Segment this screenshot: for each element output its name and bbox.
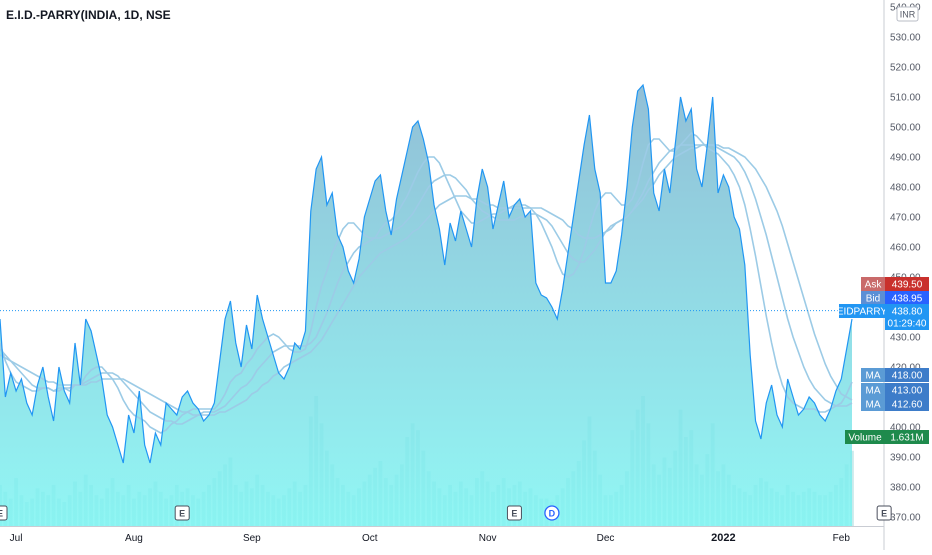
price-tag-value: 413.00 bbox=[892, 386, 923, 397]
price-tag-label-box bbox=[861, 277, 885, 291]
price-tag-label: MA bbox=[866, 371, 881, 382]
earnings-marker-label: E bbox=[881, 509, 887, 519]
dividend-marker[interactable] bbox=[544, 505, 560, 521]
x-tick-label: Aug bbox=[125, 533, 143, 544]
y-tick-label: 460.00 bbox=[890, 243, 921, 254]
price-tag-label: MA bbox=[866, 400, 881, 411]
price-tag-label-box bbox=[839, 304, 885, 318]
y-tick-label: 370.00 bbox=[890, 513, 921, 524]
price-tag-value-box bbox=[885, 383, 929, 397]
price-tag-value-box bbox=[885, 277, 929, 291]
price-tag-label: Ask bbox=[865, 280, 883, 291]
price-tag-label-box bbox=[861, 397, 885, 411]
price-tag-value: 438.95 bbox=[892, 294, 923, 305]
earnings-marker-label: E bbox=[179, 509, 185, 519]
y-tick-label: 530.00 bbox=[890, 33, 921, 44]
chart-title: E.I.D.-PARRY(INDIA, 1D, NSE bbox=[6, 8, 171, 22]
y-tick-label: 510.00 bbox=[890, 93, 921, 104]
x-tick-label: Oct bbox=[362, 533, 378, 544]
y-tick-label: 430.00 bbox=[890, 333, 921, 344]
price-tag-value: 1.631M bbox=[890, 433, 923, 444]
y-tick-label: 470.00 bbox=[890, 213, 921, 224]
earnings-marker[interactable] bbox=[876, 505, 892, 521]
price-tag-label: EIDPARRY bbox=[837, 307, 888, 318]
price-tag-value: 418.00 bbox=[892, 371, 923, 382]
price-tag-label: Bid bbox=[866, 294, 880, 305]
moving-average-line bbox=[0, 144, 853, 416]
price-tag-label-box bbox=[861, 368, 885, 382]
earnings-marker[interactable] bbox=[0, 505, 8, 521]
x-tick-label: Sep bbox=[243, 533, 261, 544]
x-tick-label: 2022 bbox=[711, 532, 735, 544]
earnings-marker-label: E bbox=[0, 509, 3, 519]
price-tag-value-box bbox=[885, 368, 929, 382]
price-tag-label-box bbox=[845, 430, 885, 444]
price-tag-value: 438.80 bbox=[892, 307, 923, 318]
price-tag-label: Volume bbox=[848, 433, 882, 444]
price-tag-value-box bbox=[885, 430, 929, 444]
y-tick-label: 500.00 bbox=[890, 123, 921, 134]
dividend-marker-label: D bbox=[549, 509, 556, 519]
x-tick-label: Dec bbox=[597, 533, 615, 544]
y-tick-label: 380.00 bbox=[890, 483, 921, 494]
y-tick-label: 400.00 bbox=[890, 423, 921, 434]
price-line bbox=[0, 83, 853, 464]
y-tick-label: 480.00 bbox=[890, 183, 921, 194]
y-tick-label: 520.00 bbox=[890, 63, 921, 74]
currency-label: INR bbox=[900, 10, 916, 20]
currency-badge[interactable] bbox=[896, 6, 919, 22]
price-tag-value-box bbox=[885, 291, 929, 305]
earnings-marker-label: E bbox=[511, 509, 517, 519]
price-tag-value-box bbox=[885, 304, 929, 330]
price-tag-value: 439.50 bbox=[892, 280, 923, 291]
price-tag-value-box bbox=[885, 397, 929, 411]
x-tick-label: Nov bbox=[479, 533, 497, 544]
price-tag-label: MA bbox=[866, 386, 881, 397]
y-tick-label: 490.00 bbox=[890, 153, 921, 164]
price-tag-label-box bbox=[861, 383, 885, 397]
x-tick-label: Feb bbox=[833, 533, 851, 544]
price-tag-value: 412.60 bbox=[892, 400, 923, 411]
y-tick-label: 390.00 bbox=[890, 453, 921, 464]
x-tick-label: Jul bbox=[10, 533, 23, 544]
price-tag-countdown: 01:29:40 bbox=[888, 319, 927, 330]
earnings-marker[interactable] bbox=[506, 505, 522, 521]
price-tag-label-box bbox=[861, 291, 885, 305]
earnings-marker[interactable] bbox=[174, 505, 190, 521]
